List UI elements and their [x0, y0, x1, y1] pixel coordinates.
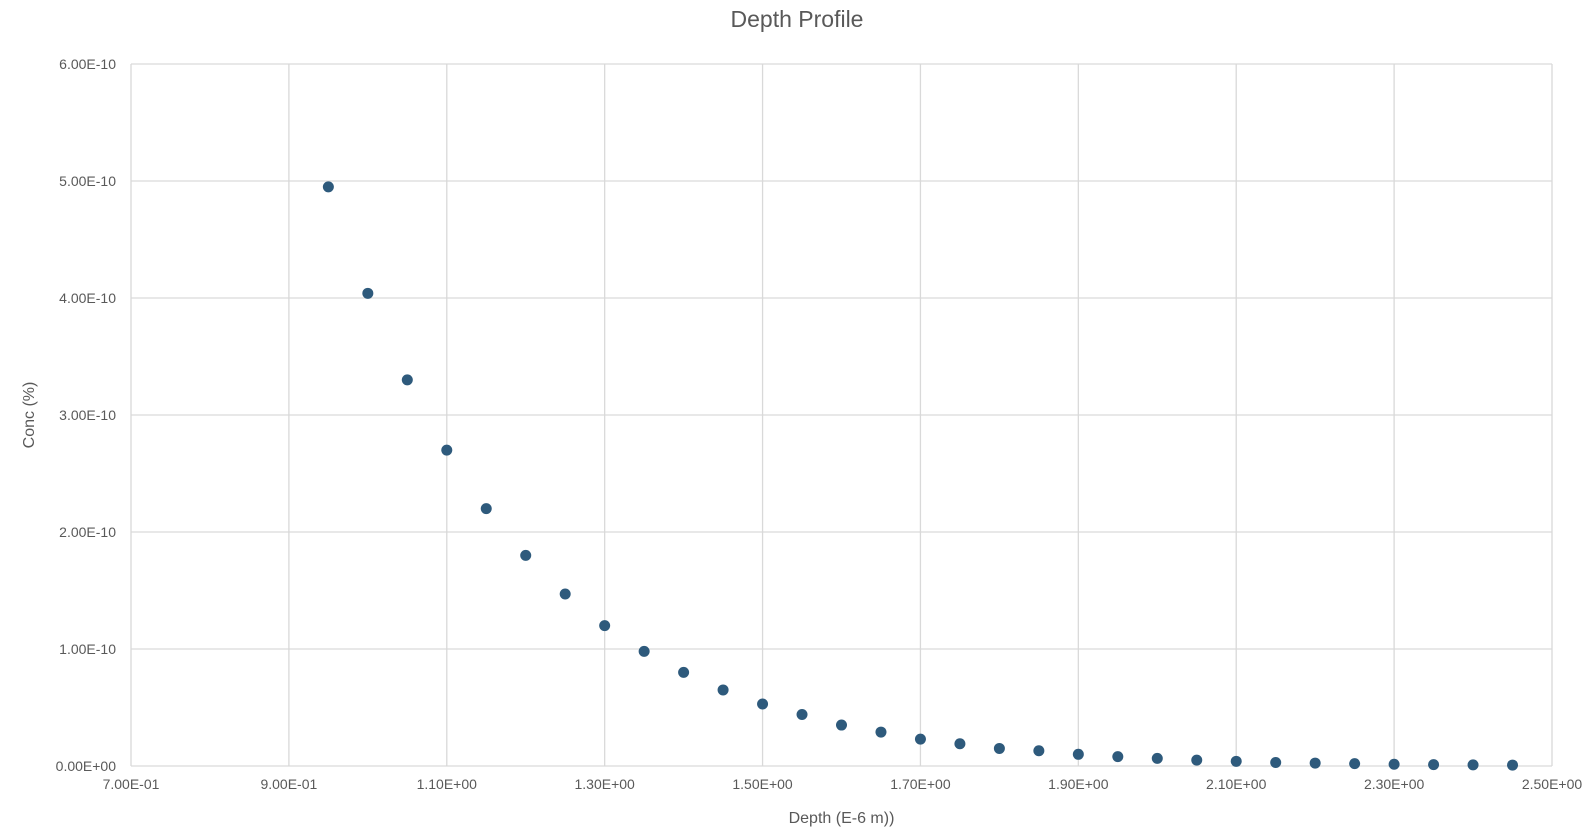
data-point [1349, 758, 1361, 770]
x-axis-title: Depth (E-6 m)) [789, 810, 895, 827]
data-point [678, 666, 690, 678]
data-point [1191, 754, 1203, 766]
data-point [441, 444, 453, 456]
y-tick-label: 0.00E+00 [56, 758, 117, 774]
data-point [1151, 752, 1163, 764]
data-point [480, 503, 492, 515]
y-tick-label: 1.00E-10 [59, 641, 116, 657]
data-points [322, 181, 1519, 771]
data-point [1507, 759, 1519, 771]
data-point [401, 374, 413, 386]
data-point [1428, 759, 1440, 771]
gridlines [130, 63, 1553, 767]
x-tick-label: 2.50E+00 [1522, 776, 1583, 792]
x-tick-label: 7.00E-01 [103, 776, 160, 792]
x-tick-label: 1.70E+00 [890, 776, 951, 792]
y-tick-label: 2.00E-10 [59, 524, 116, 540]
data-point [638, 645, 650, 657]
data-point [1072, 748, 1084, 760]
y-tick-label: 3.00E-10 [59, 407, 116, 423]
data-point [717, 684, 729, 696]
y-tick-label: 5.00E-10 [59, 173, 116, 189]
data-point [1230, 755, 1242, 767]
x-tick-label: 1.10E+00 [417, 776, 478, 792]
data-point [954, 738, 966, 750]
data-point [362, 287, 374, 299]
data-point [993, 742, 1005, 754]
data-point [1467, 759, 1479, 771]
data-point [875, 726, 887, 738]
data-point [757, 698, 769, 710]
x-tick-label: 2.10E+00 [1206, 776, 1267, 792]
data-point [599, 620, 611, 632]
x-tick-label: 1.50E+00 [732, 776, 793, 792]
y-tick-label: 6.00E-10 [59, 56, 116, 72]
x-tick-label: 2.30E+00 [1364, 776, 1425, 792]
x-tick-label: 1.30E+00 [574, 776, 635, 792]
data-point [796, 709, 808, 721]
data-point [520, 549, 532, 561]
data-point [836, 719, 847, 731]
x-axis-ticks: 7.00E-01 9.00E-01 1.10E+00 1.30E+00 1.50E+00… [103, 776, 1583, 792]
data-point [1309, 757, 1321, 769]
data-point [1270, 756, 1282, 768]
data-point [1033, 745, 1045, 757]
y-axis-ticks: 0.00E+00 1.00E-10 2.00E-10 3.00E-10 4.00E-10… [56, 56, 117, 774]
x-tick-label: 1.90E+00 [1048, 776, 1109, 792]
chart-title: Depth Profile [730, 6, 864, 32]
y-tick-label: 4.00E-10 [59, 290, 116, 306]
data-point [322, 181, 334, 193]
y-axis-title: Conc (%) [21, 382, 38, 449]
x-tick-label: 9.00E-01 [260, 776, 317, 792]
data-point [914, 733, 926, 745]
data-point [1388, 758, 1400, 770]
data-point [1112, 751, 1124, 763]
data-point [559, 588, 571, 600]
